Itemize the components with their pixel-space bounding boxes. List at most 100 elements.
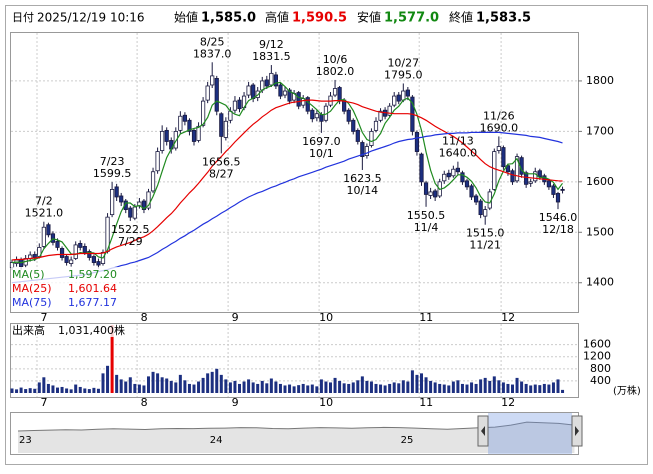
volume-bar xyxy=(174,382,178,393)
volume-bar xyxy=(19,387,23,393)
candle-body xyxy=(251,84,256,99)
volume-bar xyxy=(142,385,146,393)
navigator-window[interactable] xyxy=(488,413,572,454)
annotation-date: 8/27 xyxy=(209,167,234,180)
volume-bar xyxy=(456,380,460,393)
candle-body xyxy=(96,261,101,266)
volume-bar xyxy=(178,374,182,393)
volume-bar xyxy=(65,388,69,393)
quote-name: 高値 xyxy=(265,10,289,25)
candle-body xyxy=(296,92,301,107)
volume-bar xyxy=(424,377,428,393)
annotation-value: 1550.5 xyxy=(407,209,446,222)
annotation-date: 11/4 xyxy=(414,221,439,234)
candle-body xyxy=(155,151,160,172)
volume-bar xyxy=(187,383,191,393)
candle-body xyxy=(346,109,351,122)
candle-body xyxy=(182,114,187,122)
x-tick-label: 11 xyxy=(419,311,433,324)
annotation-value: 1515.0 xyxy=(466,227,505,240)
volume-bar xyxy=(119,379,123,393)
volume-bar xyxy=(488,380,492,393)
candle-body xyxy=(442,173,447,182)
candle-body xyxy=(173,130,178,149)
volume-bar xyxy=(292,386,296,393)
candle-body xyxy=(337,87,342,102)
volume-bar xyxy=(374,383,378,393)
annotation-date: 11/26 xyxy=(483,109,515,122)
annotation-value: 1837.0 xyxy=(193,47,232,60)
candle-body xyxy=(110,189,115,216)
annotation-date: 8/25 xyxy=(200,35,225,48)
volume-bar xyxy=(24,389,28,393)
candle-body xyxy=(205,85,210,101)
annotation-value: 1802.0 xyxy=(316,65,355,78)
annotation-value: 1521.0 xyxy=(25,207,64,220)
y-tick-label: 1200 xyxy=(583,350,611,363)
volume-bar xyxy=(283,385,287,393)
candle-body xyxy=(87,251,92,258)
candle-body xyxy=(82,246,87,253)
volume-bar xyxy=(69,389,73,393)
volume-bar xyxy=(338,380,342,393)
navigator-label: 23 xyxy=(19,435,32,446)
candle-body xyxy=(414,131,420,152)
legend-name: MA(75) xyxy=(12,296,52,309)
candle-body xyxy=(191,129,197,142)
candle-body xyxy=(64,256,69,263)
x-tick-label: 8 xyxy=(141,311,148,324)
y-tick-label: 1600 xyxy=(586,175,614,188)
candle-body xyxy=(560,189,565,191)
candle-body xyxy=(269,72,274,86)
volume-bar xyxy=(465,384,469,393)
volume-bar xyxy=(551,382,555,393)
annotation-value: 1656.5 xyxy=(202,155,241,168)
annotation-value: 1522.5 xyxy=(111,223,150,236)
volume-bar xyxy=(10,388,14,393)
candle-body xyxy=(460,172,465,183)
candle-body xyxy=(492,151,497,190)
annotation-date: 10/6 xyxy=(323,53,348,66)
candle-body xyxy=(332,88,338,96)
volume-bar xyxy=(74,384,78,393)
y-tick-label: 1600 xyxy=(583,338,611,351)
candle-body xyxy=(141,200,147,210)
annotation-value: 1546.0 xyxy=(539,211,578,224)
volume-bar xyxy=(160,377,164,393)
volume-bar xyxy=(388,383,392,393)
annotation-value: 1697.0 xyxy=(302,135,341,148)
annotation-date: 10/1 xyxy=(309,147,334,160)
volume-bar xyxy=(101,373,105,393)
candle-body xyxy=(178,115,183,131)
candle-body xyxy=(310,109,315,120)
volume-bar xyxy=(151,371,155,393)
volume-bar xyxy=(147,376,150,393)
candle-body xyxy=(478,200,483,216)
volume-bar xyxy=(224,379,228,393)
volume-bar xyxy=(42,377,46,393)
volume-bar xyxy=(501,382,505,393)
volume-unit: (万株) xyxy=(613,384,641,397)
candle-body xyxy=(405,89,410,97)
candle-body xyxy=(273,74,279,87)
candle-body xyxy=(46,224,51,236)
volume-bar xyxy=(192,384,196,393)
volume-bar xyxy=(15,389,19,393)
volume-bar xyxy=(415,374,419,393)
x-tick-label: 10 xyxy=(319,396,333,409)
legend-value: 1,601.64 xyxy=(68,282,117,295)
volume-bar xyxy=(256,383,260,393)
volume-bar xyxy=(169,380,173,393)
volume-bar xyxy=(83,388,87,393)
candle-body xyxy=(69,259,74,264)
volume-bar xyxy=(451,381,455,393)
volume-bar xyxy=(51,385,55,393)
candle-body xyxy=(423,182,429,195)
candle-body xyxy=(501,147,506,168)
candle-body xyxy=(469,185,474,198)
candle-body xyxy=(232,100,238,111)
handle-arrow xyxy=(481,426,485,436)
candle-body xyxy=(378,110,383,121)
quote-value: 1,577.0 xyxy=(384,11,439,26)
